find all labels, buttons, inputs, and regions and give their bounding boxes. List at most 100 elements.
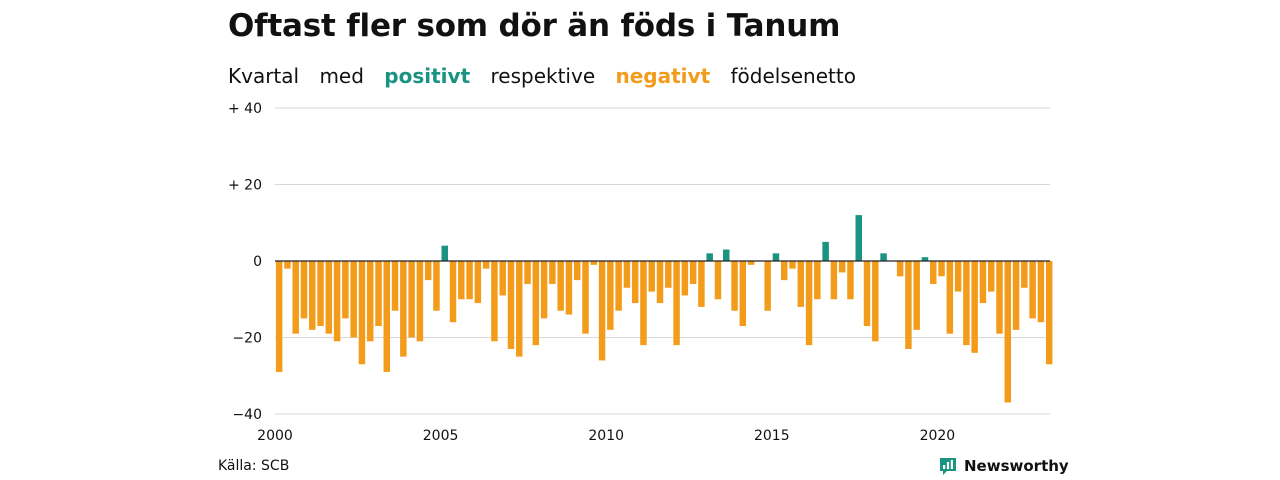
bar — [797, 261, 805, 307]
bar — [557, 261, 564, 311]
bar — [598, 261, 606, 361]
y-axis-labels: + 40 + 20 0 −20 −40 — [228, 101, 262, 423]
bar — [400, 261, 407, 357]
y-tick-label: −40 — [232, 407, 262, 423]
x-axis-labels: 2000 2005 2010 2015 2020 — [257, 428, 955, 444]
bar — [946, 261, 954, 334]
bar — [358, 261, 366, 365]
bar — [416, 261, 424, 342]
bar — [391, 261, 399, 311]
bar — [764, 261, 771, 311]
bar — [375, 261, 382, 327]
bar — [880, 253, 887, 261]
bar — [814, 261, 821, 300]
bar — [838, 261, 846, 273]
bar — [822, 241, 829, 261]
bar — [573, 261, 581, 281]
subtitle-word-kvartal: Kvartal — [228, 64, 300, 88]
bar — [1029, 261, 1036, 319]
bar — [789, 261, 796, 269]
bar — [963, 261, 970, 346]
bar — [582, 261, 589, 334]
bar — [482, 261, 490, 269]
bar — [333, 261, 341, 342]
bar — [1045, 261, 1053, 365]
bar — [433, 261, 440, 311]
bar — [590, 261, 598, 265]
bar — [930, 261, 937, 284]
y-tick-label: −20 — [232, 331, 262, 347]
bar — [309, 261, 316, 330]
x-tick-label: 2010 — [588, 428, 624, 444]
bar — [987, 261, 995, 292]
bar — [905, 261, 912, 349]
chart-subtitle: Kvartal med positivt respektive negativt… — [228, 64, 870, 88]
bar — [499, 261, 506, 296]
bar — [847, 261, 854, 300]
bar — [896, 261, 904, 277]
bar — [466, 261, 473, 300]
bar — [739, 261, 747, 327]
bar — [350, 261, 357, 338]
bar — [292, 261, 299, 334]
bar — [863, 261, 871, 327]
subtitle-word-fodelsenetto: födelsenetto — [730, 64, 856, 88]
bar — [366, 261, 374, 342]
y-tick-label: + 20 — [228, 178, 262, 194]
bar — [408, 261, 415, 338]
bar — [325, 261, 333, 334]
bar — [532, 261, 540, 346]
bar — [954, 261, 962, 292]
bar — [631, 261, 639, 304]
bar — [1021, 261, 1028, 288]
brand-logo: Newsworthy — [938, 456, 1069, 476]
bar — [1012, 261, 1020, 330]
newsworthy-logo-icon — [940, 458, 956, 475]
subtitle-negative: negativt — [615, 64, 711, 88]
bar — [706, 253, 713, 261]
bar — [640, 261, 647, 346]
bar — [284, 261, 291, 269]
bar — [424, 261, 432, 281]
bar — [607, 261, 614, 330]
bar — [317, 261, 324, 327]
bar — [549, 261, 556, 284]
bar — [673, 261, 680, 346]
bar — [474, 261, 482, 304]
subtitle-word-med: med — [319, 64, 364, 88]
bar — [615, 261, 622, 311]
bar — [1004, 261, 1012, 403]
x-tick-label: 2020 — [920, 428, 956, 444]
bar — [830, 261, 838, 300]
bar — [458, 261, 465, 300]
bar — [714, 261, 722, 300]
bar — [1037, 261, 1045, 323]
bar — [689, 261, 697, 284]
bar — [979, 261, 987, 304]
bar — [747, 261, 755, 265]
bar — [516, 261, 523, 357]
bar — [921, 257, 929, 261]
subtitle-positive: positivt — [384, 64, 471, 88]
bar — [441, 245, 448, 261]
bar — [996, 261, 1003, 334]
bar — [524, 261, 531, 284]
bar — [491, 261, 498, 342]
x-tick-label: 2000 — [257, 428, 293, 444]
bar — [300, 261, 308, 319]
bar — [805, 261, 813, 346]
bar — [656, 261, 664, 304]
bar — [342, 261, 349, 319]
bar — [507, 261, 515, 349]
bar — [565, 261, 573, 315]
bar — [938, 261, 945, 277]
y-tick-label: + 40 — [228, 101, 262, 117]
bar — [540, 261, 548, 319]
x-tick-label: 2015 — [754, 428, 790, 444]
chart-title: Oftast fler som dör än föds i Tanum — [228, 8, 841, 44]
bar — [731, 261, 738, 311]
x-tick-label: 2005 — [423, 428, 459, 444]
bar — [780, 261, 788, 281]
bar — [698, 261, 705, 307]
